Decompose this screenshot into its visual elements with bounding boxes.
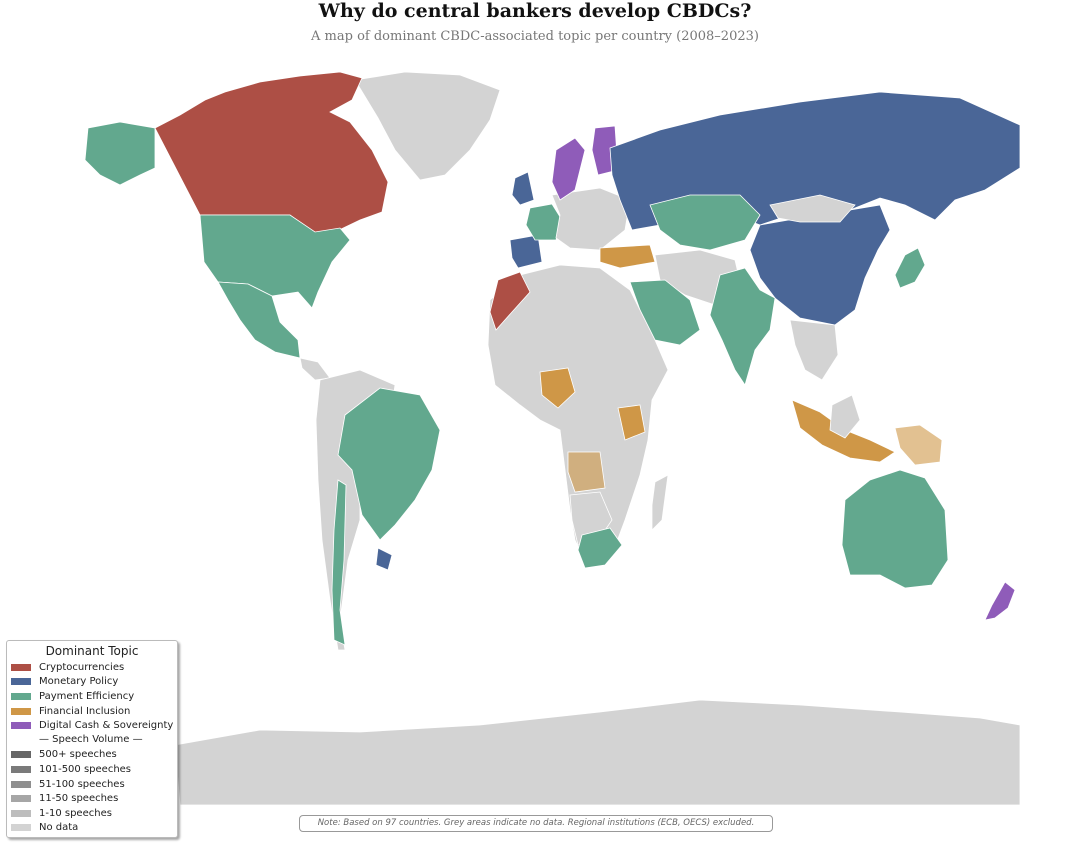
legend-item-volume: 11-50 speeches <box>7 791 177 806</box>
chart-subtitle: A map of dominant CBDC-associated topic … <box>311 29 759 44</box>
legend-item-volume: 1-10 speeches <box>7 806 177 821</box>
legend-item-topic-label: Digital Cash & Sovereignty <box>39 720 174 732</box>
legend-item-volume: 51-100 speeches <box>7 777 177 792</box>
legend-item-topic-swatch <box>11 678 31 686</box>
region-greenland <box>354 71 501 181</box>
legend-item-volume-label: 500+ speeches <box>39 749 117 761</box>
legend-item-topic-swatch <box>11 692 31 700</box>
legend-item-volume-swatch <box>11 780 31 788</box>
region-madagascar <box>651 474 669 531</box>
legend-item-topic-swatch <box>11 663 31 671</box>
legend-item-topic: Financial Inclusion <box>7 704 177 719</box>
region-uk <box>511 171 535 206</box>
legend-item-volume-label: 11-50 speeches <box>39 793 119 805</box>
region-uruguay <box>375 547 393 571</box>
legend-item-volume-swatch <box>11 824 31 832</box>
region-southeast-asia <box>789 319 839 381</box>
legend-volume-header: — Speech Volume — <box>39 733 143 745</box>
region-brazil <box>337 387 441 541</box>
region-antarctica <box>174 699 1021 806</box>
region-nigeria <box>539 367 576 409</box>
legend-item-volume-label: 101-500 speeches <box>39 763 132 775</box>
legend-title: Dominant Topic <box>45 644 139 658</box>
region-south-africa <box>577 527 623 569</box>
region-papua-new-guinea <box>894 424 943 466</box>
legend-item-topic-label: Monetary Policy <box>39 676 119 688</box>
region-japan <box>894 247 926 289</box>
legend-item-topic-swatch <box>11 707 31 715</box>
legend-item-topic: Payment Efficiency <box>7 689 177 704</box>
region-borneo <box>829 394 861 439</box>
legend: Dominant Topic Cryptocurrencies Monetary … <box>6 640 178 838</box>
legend-item-volume-swatch <box>11 751 31 759</box>
chart-title: Why do central bankers develop CBDCs? <box>318 0 752 22</box>
legend-item-volume-label: 1-10 speeches <box>39 807 112 819</box>
legend-item-topic-label: Cryptocurrencies <box>39 661 125 673</box>
legend-item-volume: 101-500 speeches <box>7 762 177 777</box>
legend-item-topic: Cryptocurrencies <box>7 660 177 675</box>
legend-item-volume: No data <box>7 821 177 836</box>
legend-item-topic-label: Financial Inclusion <box>39 705 131 717</box>
legend-item-volume-label: No data <box>39 822 79 834</box>
region-india <box>709 267 776 386</box>
region-turkey <box>599 244 656 269</box>
region-alaska <box>84 121 156 186</box>
footnote: Note: Based on 97 countries. Grey areas … <box>299 815 773 832</box>
legend-item-volume-swatch <box>11 765 31 773</box>
region-australia <box>841 469 949 589</box>
region-chile <box>331 479 347 646</box>
region-sweden <box>551 137 586 201</box>
legend-item-volume: 500+ speeches <box>7 748 177 763</box>
region-morocco <box>489 271 531 331</box>
region-central-america <box>299 357 331 381</box>
legend-item-volume-swatch <box>11 809 31 817</box>
legend-item-volume-swatch <box>11 795 31 803</box>
region-kenya <box>617 404 646 441</box>
region-china <box>749 204 891 326</box>
region-mongolia <box>769 194 856 223</box>
legend-item-topic: Monetary Policy <box>7 675 177 690</box>
legend-item-topic: Digital Cash & Sovereignty <box>7 718 177 733</box>
legend-item-topic-label: Payment Efficiency <box>39 690 135 702</box>
legend-item-volume-label: 51-100 speeches <box>39 778 125 790</box>
legend-item-topic-swatch <box>11 722 31 730</box>
region-france <box>525 203 563 241</box>
region-angola <box>567 451 606 493</box>
region-new-zealand <box>984 581 1016 621</box>
region-kazakhstan <box>649 194 761 251</box>
